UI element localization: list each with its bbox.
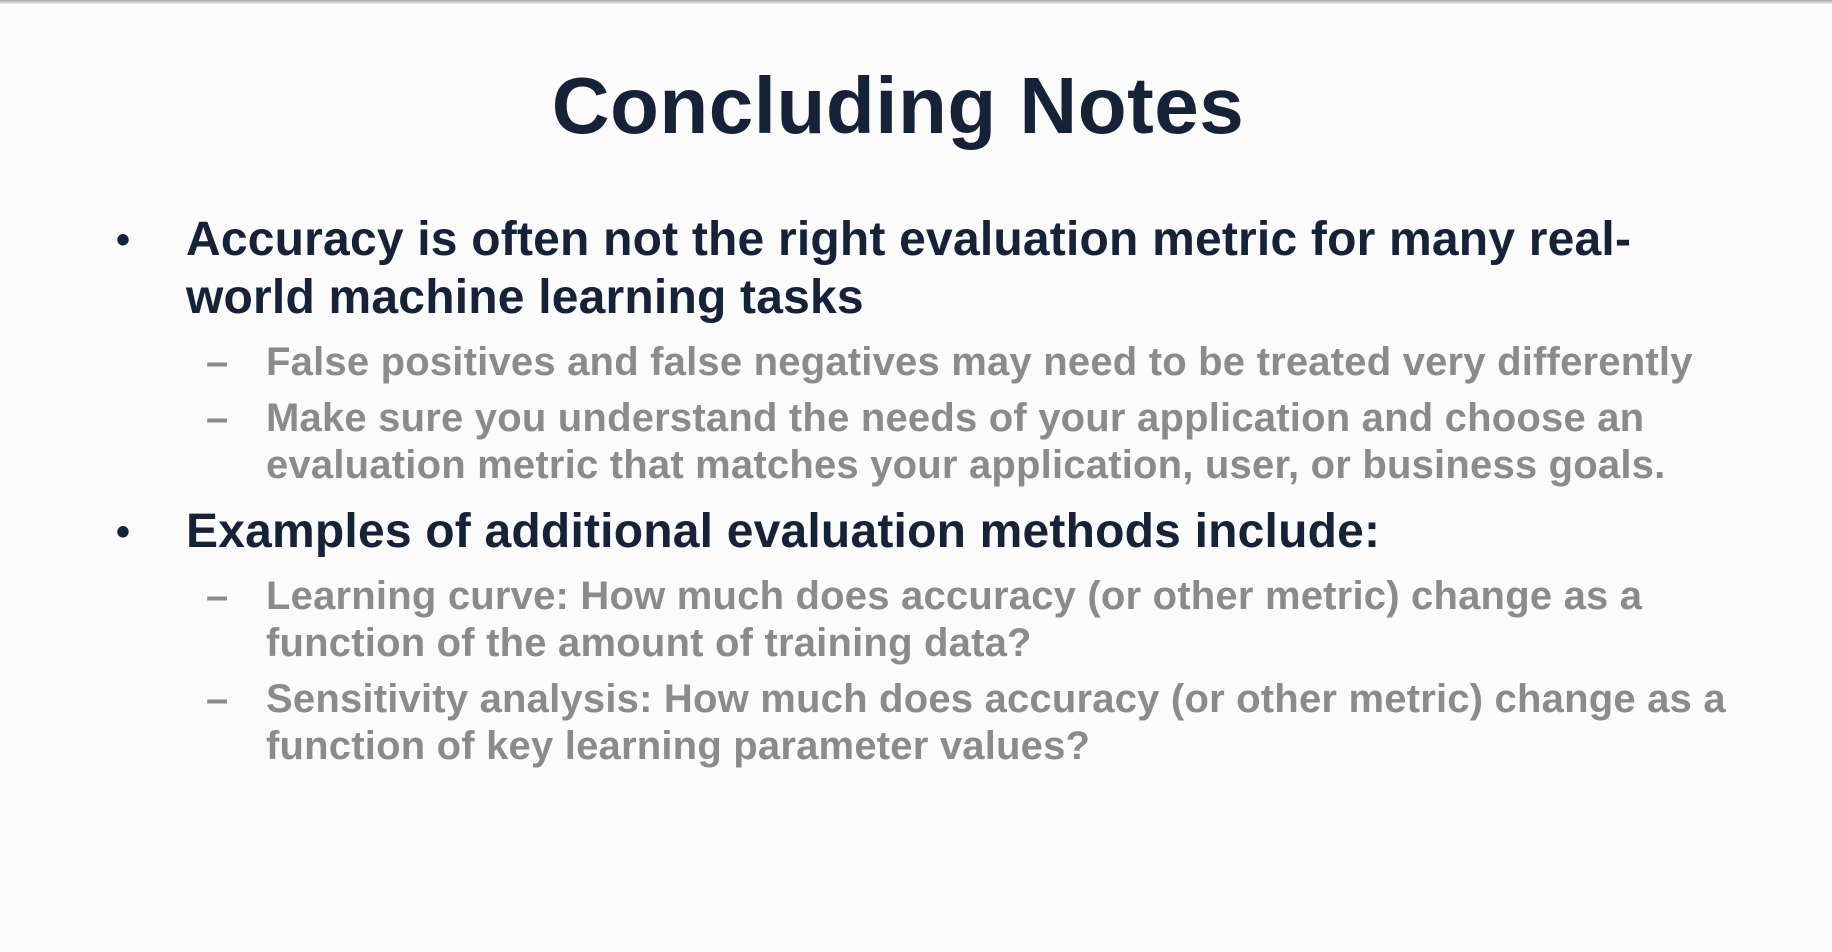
sub-bullet-item: – Learning curve: How much does accuracy… <box>0 573 1726 667</box>
bullet-item: • Accuracy is often not the right evalua… <box>0 211 1706 327</box>
sub-bullet-text: Make sure you understand the needs of yo… <box>266 396 1666 487</box>
dash-icon: – <box>206 677 229 721</box>
sub-bullet-item: – Make sure you understand the needs of … <box>0 395 1726 489</box>
sub-bullet-text: Sensitivity analysis: How much does accu… <box>266 677 1726 768</box>
bullet-list: • Accuracy is often not the right evalua… <box>0 211 1832 770</box>
sub-bullet-text: Learning curve: How much does accuracy (… <box>266 574 1643 665</box>
dash-icon: – <box>206 574 229 618</box>
bullet-item: • Examples of additional evaluation meth… <box>0 503 1706 561</box>
dash-icon: – <box>206 396 229 440</box>
slide: Concluding Notes • Accuracy is often not… <box>0 4 1832 952</box>
bullet-icon: • <box>116 510 131 554</box>
sub-bullet-item: – False positives and false negatives ma… <box>0 339 1726 386</box>
dash-icon: – <box>206 340 229 384</box>
bullet-text: Accuracy is often not the right evaluati… <box>186 213 1632 324</box>
sub-bullet-text: False positives and false negatives may … <box>266 340 1693 384</box>
window-top-edge <box>0 0 1832 4</box>
sub-bullet-item: – Sensitivity analysis: How much does ac… <box>0 676 1726 770</box>
bullet-icon: • <box>116 218 131 262</box>
bullet-text: Examples of additional evaluation method… <box>186 505 1381 558</box>
slide-title: Concluding Notes <box>551 61 1245 150</box>
